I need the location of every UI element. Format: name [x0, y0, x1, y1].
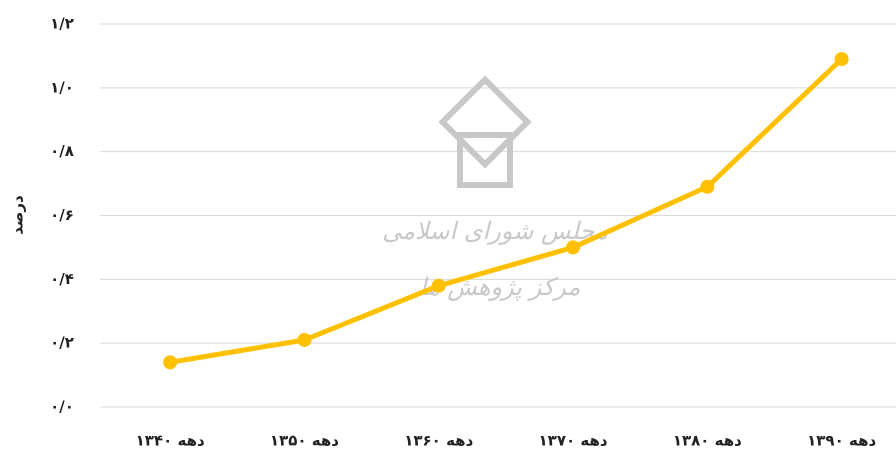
point — [431, 278, 446, 293]
line — [169, 57, 844, 365]
y-tick-label: ۰/۰ — [50, 398, 74, 416]
y-tick-label: ۰/۶ — [50, 206, 74, 224]
y-tick-label: ۰/۸ — [50, 142, 74, 160]
point — [297, 332, 312, 347]
x-tick-label: دهه ۱۳۸۰ — [673, 432, 742, 450]
y-tick-label: ۱/۲ — [50, 15, 74, 33]
x-tick-label: دهه ۱۳۹۰ — [807, 432, 876, 450]
x-tick-label: دهه ۱۳۵۰ — [270, 432, 339, 450]
point — [700, 179, 715, 194]
watermark-logo — [438, 75, 532, 188]
point — [163, 355, 178, 370]
y-tick-label: ۱/۰ — [50, 78, 74, 96]
point — [566, 240, 581, 255]
watermark-text: مرکز پژوهش ها — [420, 273, 581, 301]
point — [834, 52, 849, 67]
watermark-text: مجلس شورای اسلامی — [382, 217, 608, 245]
y-tick-label: ۰/۲ — [50, 334, 74, 352]
y-axis-label: درصد — [9, 195, 27, 235]
grid — [100, 23, 896, 408]
y-tick-label: ۰/۴ — [50, 270, 74, 288]
x-tick-label: دهه ۱۳۷۰ — [539, 432, 608, 450]
x-tick-label: دهه ۱۳۶۰ — [404, 432, 473, 450]
x-tick-label: دهه ۱۳۴۰ — [136, 432, 205, 450]
